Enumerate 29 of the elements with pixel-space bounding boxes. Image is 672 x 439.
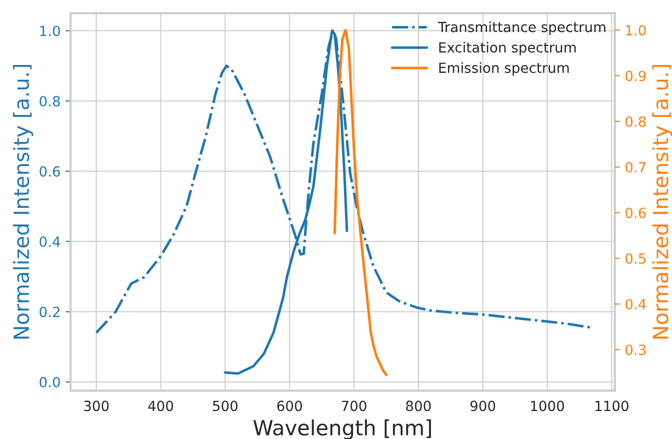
x-tick-label: 800 <box>406 400 431 412</box>
y-tick-label: 1.0 <box>40 26 60 36</box>
y-tick-label: 0.2 <box>40 306 60 318</box>
y2-axis-title: Normalized Intensity [a.u.] <box>652 64 672 339</box>
y2-tick-label: 0.6 <box>626 208 646 218</box>
y2-tick-label: 0.4 <box>626 298 646 310</box>
x-tick-label: 1100 <box>596 400 628 412</box>
x-tick-label: 1000 <box>531 400 564 412</box>
x-tick-label: 900 <box>470 400 496 412</box>
y-tick-label: 0.4 <box>40 236 60 247</box>
y2-tick-label: 0.8 <box>626 116 646 127</box>
legend-label: Emission spectrum <box>439 62 569 76</box>
x-tick-label: 400 <box>148 400 174 412</box>
x-tick-label: 300 <box>84 400 109 412</box>
y-tick-label: 0.0 <box>40 376 60 388</box>
y2-tick-label: 0.5 <box>626 253 646 264</box>
x-tick-label: 500 <box>212 400 238 412</box>
y2-tick-label: 0.3 <box>626 344 646 356</box>
x-tick-label: 600 <box>277 400 302 412</box>
legend-label: Excitation spectrum <box>439 42 576 56</box>
y2-tick-label: 1.0 <box>626 25 646 36</box>
y-tick-label: 0.6 <box>40 166 60 177</box>
y2-tick-label: 0.7 <box>626 162 646 172</box>
line-series <box>333 28 388 376</box>
x-tick-label: 700 <box>342 400 366 412</box>
legend-label: Transmittance spectrum <box>438 22 606 35</box>
y2-tick-label: 0.9 <box>626 70 646 82</box>
y-axis-title: Normalized Intensity [a.u.] <box>13 64 34 339</box>
y-tick-label: 0.8 <box>40 96 60 106</box>
